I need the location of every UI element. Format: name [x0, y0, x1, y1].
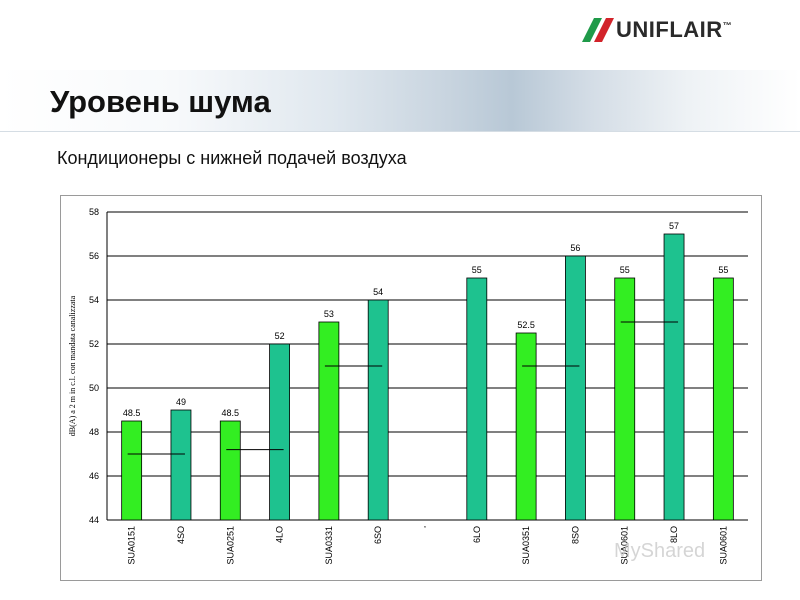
- bar: [663, 233, 685, 521]
- x-tick-label: SUA0351: [521, 526, 531, 565]
- bar-value-label: 49: [176, 397, 186, 407]
- y-tick-label: 56: [89, 251, 99, 261]
- y-axis-label: dB(A) a 2 m in c.l. con mandata canalizz…: [68, 295, 77, 436]
- bar: [219, 420, 241, 521]
- bar-value-label: 52: [275, 331, 285, 341]
- y-tick-label: 48: [89, 427, 99, 437]
- bar-value-label: 57: [669, 221, 679, 231]
- x-tick-label: SUA0331: [324, 526, 334, 565]
- watermark: MyShared: [614, 540, 706, 562]
- bar-value-label: 55: [620, 265, 630, 275]
- y-tick-label: 44: [89, 515, 99, 525]
- x-tick-label: SUA0251: [225, 526, 235, 565]
- bar: [269, 343, 290, 521]
- bar: [515, 332, 537, 521]
- x-tick-label: 6SO: [373, 526, 383, 544]
- y-tick-label: 50: [89, 383, 99, 393]
- page-subtitle: Кондиционеры с нижней подачей воздуха: [57, 148, 407, 168]
- bar: [466, 277, 488, 521]
- x-tick-label: 8SO: [570, 526, 580, 544]
- bar-value-label: 54: [373, 287, 383, 297]
- title-banner: [0, 70, 800, 132]
- bar: [318, 321, 340, 521]
- x-tick-label: 4LO: [275, 526, 285, 543]
- bar: [712, 277, 734, 521]
- x-tick-label: SUA0601: [620, 526, 630, 565]
- bar-value-label: 52.5: [517, 320, 535, 330]
- x-tick-label: SUA0601: [718, 526, 728, 565]
- brand-name: UNIFLAIR™: [616, 17, 733, 42]
- y-tick-label: 46: [89, 471, 99, 481]
- x-tick-label: ': [423, 526, 433, 528]
- y-tick-label: 52: [89, 339, 99, 349]
- uniflair-logo-mark: [582, 18, 614, 42]
- bar: [367, 299, 389, 521]
- noise-level-bar-chart: 44 46 48 50 52 54 56 58 dB(A) a 2 m in c.l. con …: [68, 207, 748, 565]
- bar-value-label: 53: [324, 309, 334, 319]
- chart-area: 44 46 48 50 52 54 56 58 dB(A) a 2 m in c.l. con …: [60, 195, 762, 581]
- bar: [121, 420, 143, 521]
- bar-value-label: 48.5: [222, 408, 240, 418]
- bar-value-label: 55: [472, 265, 482, 275]
- page-title: Уровень шума: [50, 84, 271, 119]
- uniflair-logo: UNIFLAIR™: [580, 14, 780, 44]
- bar-value-label: 48.5: [123, 408, 141, 418]
- bar-value-label: 55: [718, 265, 728, 275]
- bar: [170, 409, 192, 521]
- x-tick-label: SUA0151: [127, 526, 137, 565]
- y-tick-label: 54: [89, 295, 99, 305]
- bar-value-label: 56: [570, 243, 580, 253]
- x-tick-label: 4SO: [176, 526, 186, 544]
- bar: [614, 277, 636, 521]
- x-tick-label: 6LO: [472, 526, 482, 543]
- x-tick-label: 8LO: [669, 526, 679, 543]
- banner-divider: [0, 131, 800, 132]
- bar: [565, 255, 586, 521]
- y-tick-label: 58: [89, 207, 99, 217]
